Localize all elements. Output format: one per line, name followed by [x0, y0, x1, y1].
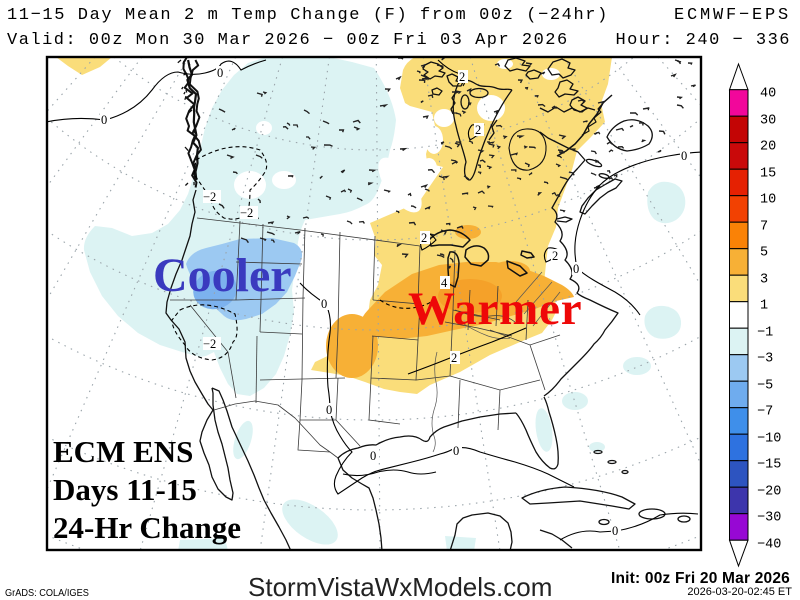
svg-text:30: 30 [760, 114, 776, 129]
svg-text:−2: −2 [203, 190, 216, 204]
svg-text:5: 5 [760, 246, 768, 261]
svg-text:−40: −40 [757, 538, 781, 553]
svg-text:−20: −20 [757, 485, 781, 500]
svg-text:0: 0 [573, 262, 579, 276]
svg-text:0: 0 [326, 403, 332, 417]
svg-text:2: 2 [451, 351, 457, 365]
svg-text:−1: −1 [757, 326, 773, 341]
svg-text:2: 2 [475, 123, 481, 137]
svg-text:0: 0 [453, 444, 459, 458]
svg-text:0: 0 [217, 66, 223, 80]
svg-text:−10: −10 [757, 432, 781, 447]
svg-text:4: 4 [441, 276, 448, 290]
svg-text:40: 40 [760, 87, 776, 102]
svg-text:−2: −2 [203, 337, 216, 351]
svg-text:3: 3 [760, 273, 768, 288]
svg-text:−5: −5 [757, 379, 773, 394]
svg-text:0: 0 [370, 449, 376, 463]
svg-text:15: 15 [760, 167, 776, 182]
svg-text:−2: −2 [240, 206, 253, 220]
svg-text:2: 2 [421, 231, 427, 245]
svg-text:2: 2 [459, 70, 465, 84]
svg-text:2: 2 [552, 249, 558, 263]
svg-text:0: 0 [321, 297, 327, 311]
svg-text:0: 0 [612, 524, 618, 538]
svg-text:20: 20 [760, 140, 776, 155]
svg-text:0: 0 [101, 113, 107, 127]
svg-text:7: 7 [760, 220, 768, 235]
svg-text:−3: −3 [757, 352, 773, 367]
svg-text:1: 1 [760, 299, 768, 314]
svg-text:−7: −7 [757, 405, 773, 420]
svg-text:−30: −30 [757, 511, 781, 526]
svg-text:0: 0 [681, 149, 687, 163]
svg-text:10: 10 [760, 193, 776, 208]
svg-text:−15: −15 [757, 458, 781, 473]
